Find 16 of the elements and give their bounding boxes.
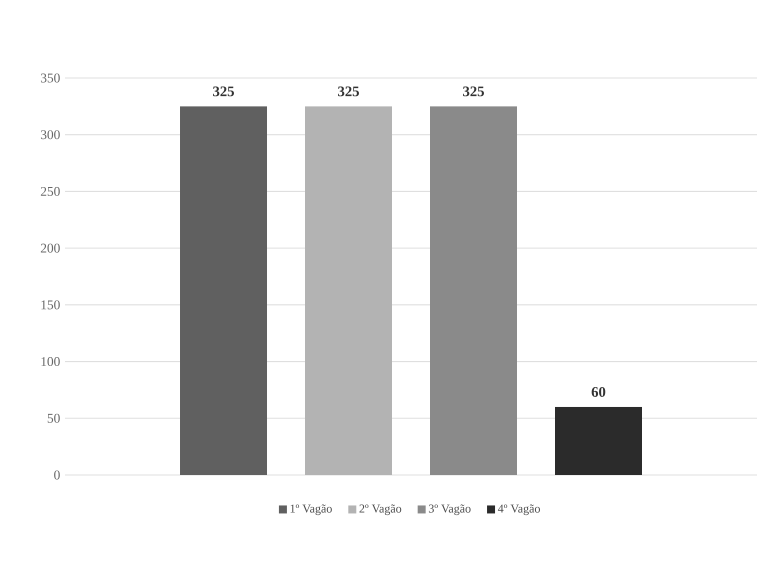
data-label: 60 <box>592 387 606 397</box>
data-label: 325 <box>338 86 359 96</box>
y-tick-label: 50 <box>48 414 60 423</box>
legend-label: 3º Vagão <box>428 504 471 516</box>
y-tick-label: 350 <box>40 73 60 82</box>
legend-label: 4º Vagão <box>498 504 540 516</box>
legend-label: 1º Vagão <box>290 504 332 516</box>
data-label: 325 <box>463 86 484 96</box>
y-tick-label: 250 <box>40 186 60 196</box>
y-tick-label: 200 <box>40 244 60 253</box>
y-tick-label: 0 <box>54 470 60 480</box>
legend-label: 2º Vagão <box>359 504 402 516</box>
y-tick-label: 100 <box>41 357 60 366</box>
data-label: 325 <box>213 86 234 96</box>
y-tick-label: 150 <box>41 300 60 310</box>
y-tick-label: 300 <box>40 130 60 140</box>
